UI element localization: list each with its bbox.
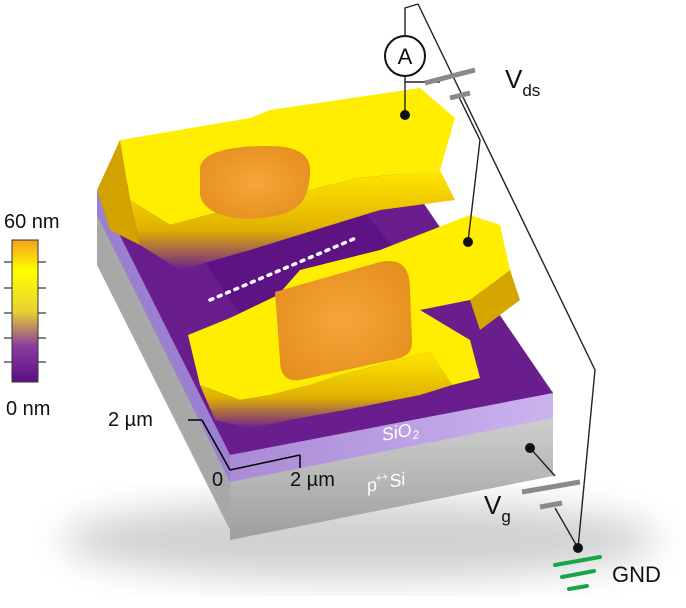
y-axis-line: [201, 419, 231, 471]
vg-battery-icon: [521, 479, 581, 510]
ammeter-label: A: [398, 44, 413, 69]
front-electrode-right-wall: [470, 270, 520, 330]
colorbar-max-label: 60 nm: [4, 211, 60, 233]
axis-origin-label: 0: [212, 469, 223, 491]
x-axis-tick-label: 2 µm: [290, 469, 335, 491]
silicon-front-face: [230, 416, 553, 540]
vds-wire-down: [457, 94, 481, 243]
circuit: [404, 3, 596, 549]
silicon-left-face: [97, 210, 230, 530]
oxide-front-face: [230, 391, 553, 482]
ground-label: GND: [612, 562, 661, 587]
x-axis-line: [229, 454, 301, 471]
y-axis-tick-label: 2 µm: [108, 409, 153, 431]
oxide-left-face: [97, 190, 230, 482]
substrate-block: SiO2 p++Si: [97, 88, 553, 540]
si-label: p++Si: [364, 468, 408, 496]
top-wire: [404, 3, 419, 35]
vds-battery-icon: [424, 67, 476, 101]
axes: 2 µm 0 2 µm: [108, 409, 335, 491]
vg-label: Vg: [484, 490, 511, 526]
channel-dotted-line: [208, 236, 358, 302]
vg-wire-down: [554, 507, 579, 549]
front-pad: [275, 261, 412, 381]
back-electrode-wall: [130, 170, 455, 270]
contact-dot-back: [400, 110, 410, 120]
ammeter-icon: [384, 35, 426, 77]
contact-dot-front: [463, 237, 473, 247]
back-pad: [199, 146, 311, 219]
front-electrode-wall: [200, 352, 452, 428]
colorbar-gradient: [11, 239, 39, 383]
contact-dot-substrate: [525, 443, 535, 453]
ground-icon: [553, 555, 602, 591]
vds-label: Vds: [505, 64, 540, 100]
contact-dot-ground: [573, 543, 583, 553]
block-shadow: [60, 500, 660, 580]
colorbar-min-label: 0 nm: [6, 398, 50, 420]
vg-lead: [529, 447, 556, 477]
back-electrode-left-wall: [97, 140, 140, 245]
colorbar: 60 nm 0 nm: [4, 211, 60, 420]
right-wire: [417, 3, 596, 549]
colorbar-ticks: [4, 261, 46, 363]
